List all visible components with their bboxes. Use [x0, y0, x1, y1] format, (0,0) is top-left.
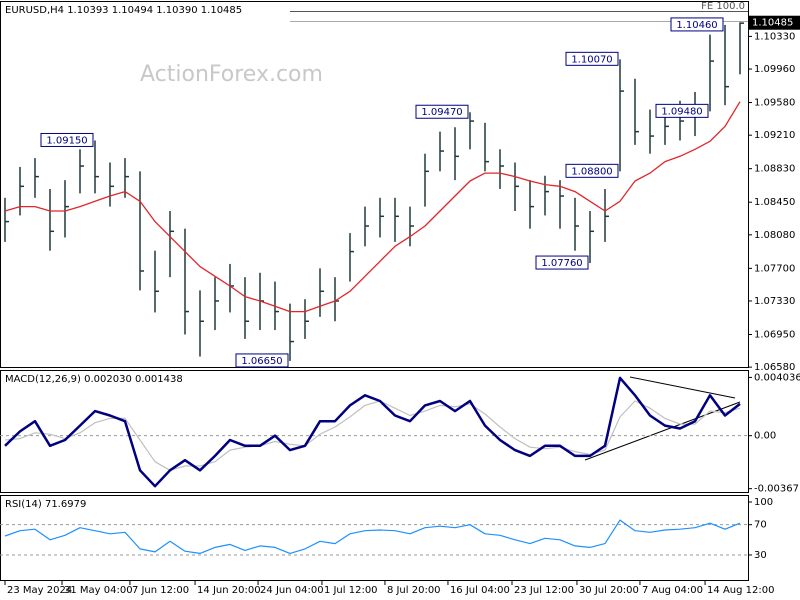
- y-tick-label: 1.07700: [754, 263, 795, 274]
- y-tick-label: 70: [754, 520, 767, 531]
- macd-panel: [0, 370, 749, 493]
- annotation-box: [565, 51, 619, 66]
- rsi-title: RSI(14) 71.6979: [5, 499, 86, 510]
- x-tick-label: 24 Jun 04:00: [260, 585, 324, 596]
- annotation-box: [655, 103, 709, 118]
- y-tick-label: 30: [754, 550, 767, 561]
- annotation-box: [565, 163, 619, 178]
- annotation-label: 1.09470: [421, 107, 462, 118]
- x-tick-label: 30 Jul 20:00: [579, 585, 639, 596]
- last-price-label: 1.10485: [752, 18, 793, 29]
- annotation-label: 1.10070: [571, 54, 612, 65]
- last-price-box: [748, 15, 800, 30]
- watermark: ActionForex.com: [140, 62, 323, 87]
- annotation-box: [670, 17, 724, 32]
- series-line: [4, 519, 741, 554]
- macd-title: MACD(12,26,9) 0.002030 0.001438: [5, 374, 183, 385]
- fe-label: FE 100.0: [701, 1, 745, 12]
- annotation-label: 1.07760: [541, 258, 582, 269]
- x-tick-label: 8 Jul 20:00: [387, 585, 441, 596]
- annotation-box: [415, 104, 469, 119]
- y-tick-label: 1.08080: [754, 230, 795, 241]
- x-tick-label: 14 Aug 12:00: [707, 585, 774, 596]
- series-line: [4, 376, 741, 488]
- annotation-label: 1.06650: [241, 356, 282, 367]
- y-tick-label: 1.08830: [754, 164, 795, 175]
- price-panel: [0, 1, 749, 368]
- series-line: [4, 101, 741, 313]
- y-tick-label: 1.07330: [754, 296, 795, 307]
- y-tick-label: 1.09210: [754, 130, 795, 141]
- x-tick-label: 23 May 2024: [7, 585, 72, 596]
- y-tick-label: 1.06580: [754, 362, 795, 373]
- trend-line: [629, 376, 736, 399]
- x-tick-label: 1 Jul 12:00: [324, 585, 378, 596]
- x-tick-label: 14 Jun 20:00: [197, 585, 261, 596]
- x-tick-label: 23 Jul 12:00: [514, 585, 574, 596]
- y-tick-label: 1.10330: [754, 31, 795, 42]
- y-tick-label: -0.00367: [754, 484, 799, 495]
- y-tick-label: 1.08450: [754, 197, 795, 208]
- annotation-box: [235, 353, 289, 368]
- annotation-box: [40, 132, 94, 147]
- plot-layer: 1.10330 1.09960 1.09580 1.09210 1.08830 1.084…: [0, 15, 800, 596]
- x-tick-label: 16 Jul 04:00: [450, 585, 510, 596]
- y-tick-label: 1.09580: [754, 98, 795, 109]
- chart-title: EURUSD,H4 1.10393 1.10494 1.10390 1.1048…: [5, 5, 242, 16]
- x-tick-label: 7 Aug 04:00: [642, 585, 703, 596]
- y-tick-label: 1.09960: [754, 64, 795, 75]
- x-tick-label: 31 May 04:00: [64, 585, 133, 596]
- y-tick-label: 0.004036: [754, 372, 800, 383]
- series-line: [4, 400, 741, 471]
- y-tick-label: 0.00: [754, 431, 776, 442]
- annotation-label: 1.08800: [571, 166, 612, 177]
- annotation-box: [535, 255, 589, 270]
- rsi-panel: [0, 495, 749, 581]
- annotation-label: 1.10460: [676, 20, 717, 31]
- annotation-label: 1.09150: [46, 135, 87, 146]
- y-tick-label: 100: [754, 497, 773, 508]
- y-tick-label: 1.06950: [754, 329, 795, 340]
- annotation-label: 1.09480: [661, 106, 702, 117]
- x-tick-label: 7 Jun 12:00: [132, 585, 189, 596]
